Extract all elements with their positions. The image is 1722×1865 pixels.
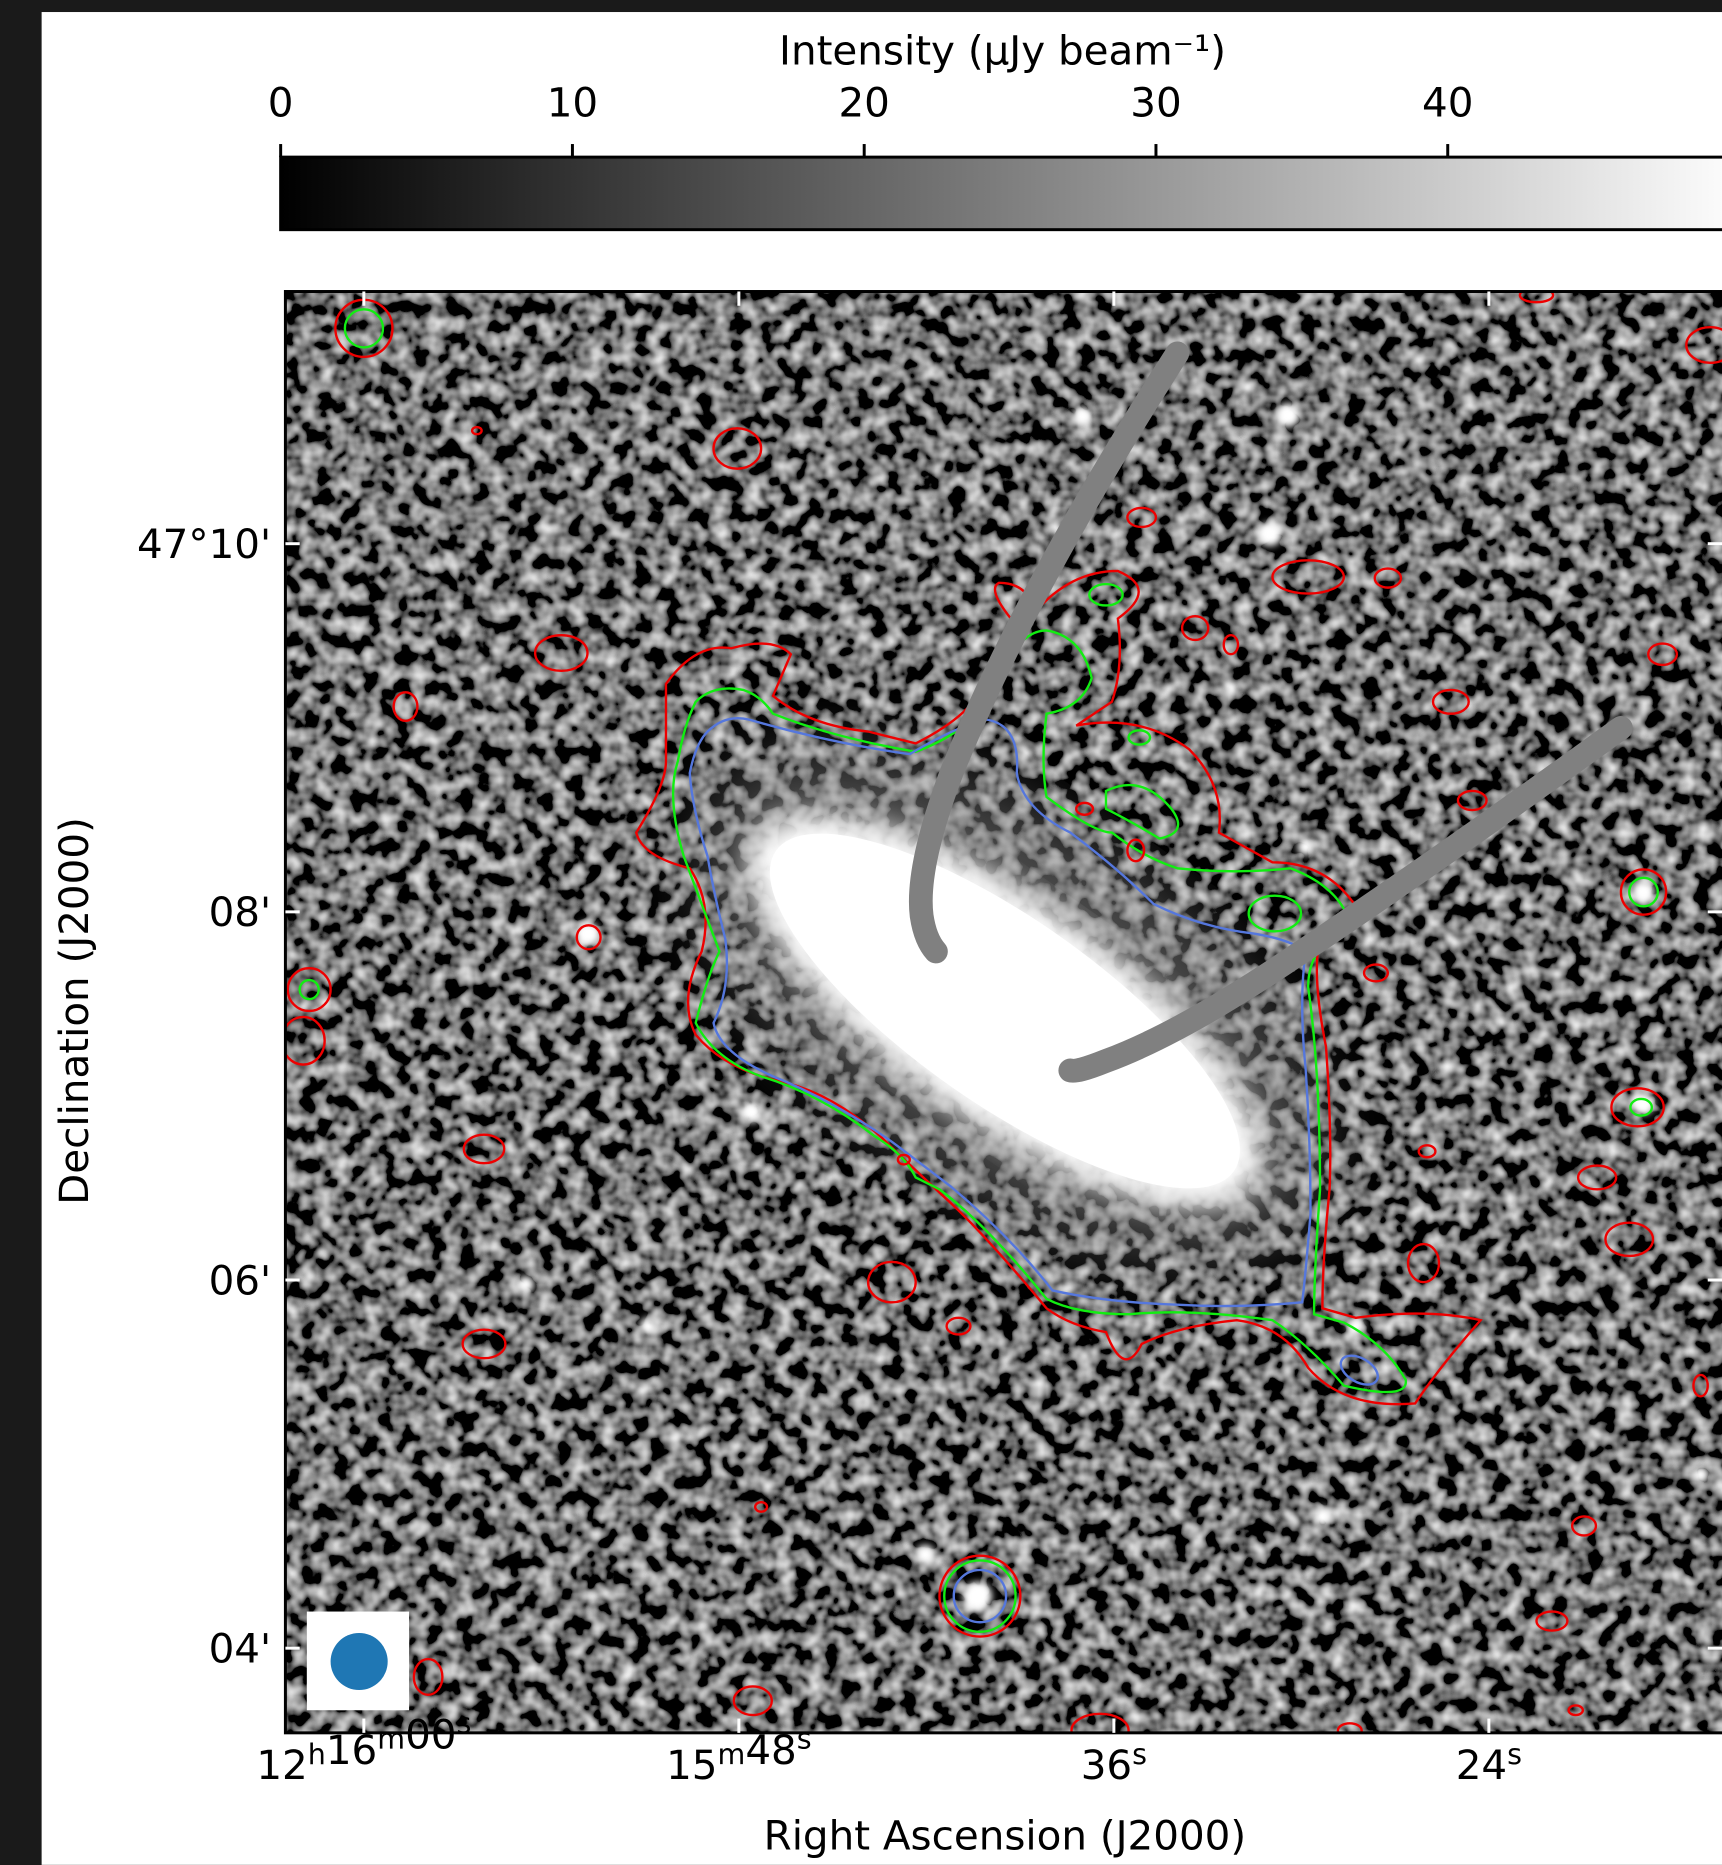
colorbar-tick-label: 10 — [547, 79, 598, 127]
sky-image — [282, 288, 1722, 1747]
y-tick-label: 47°10' — [137, 520, 271, 568]
colorbar-tick-label: 20 — [838, 79, 889, 127]
colorbar-tick-label: 30 — [1130, 79, 1181, 127]
colorbar-tick-label: 40 — [1422, 79, 1473, 127]
x-axis-label: Right Ascension (J2000) — [764, 1811, 1247, 1859]
y-tick-label: 08' — [209, 888, 272, 936]
y-axis-label: Declination (J2000) — [50, 817, 98, 1205]
beam — [331, 1633, 388, 1690]
colorbar-tick-label: 0 — [268, 79, 294, 127]
y-tick-label: 04' — [209, 1624, 272, 1672]
colorbar — [281, 157, 1722, 230]
figure: Intensity (μJy beam⁻¹) — [0, 0, 1722, 1865]
y-tick-label: 06' — [209, 1256, 272, 1304]
page: Intensity (μJy beam⁻¹) — [0, 0, 1722, 1865]
colorbar-label: Intensity (μJy beam⁻¹) — [779, 26, 1226, 74]
